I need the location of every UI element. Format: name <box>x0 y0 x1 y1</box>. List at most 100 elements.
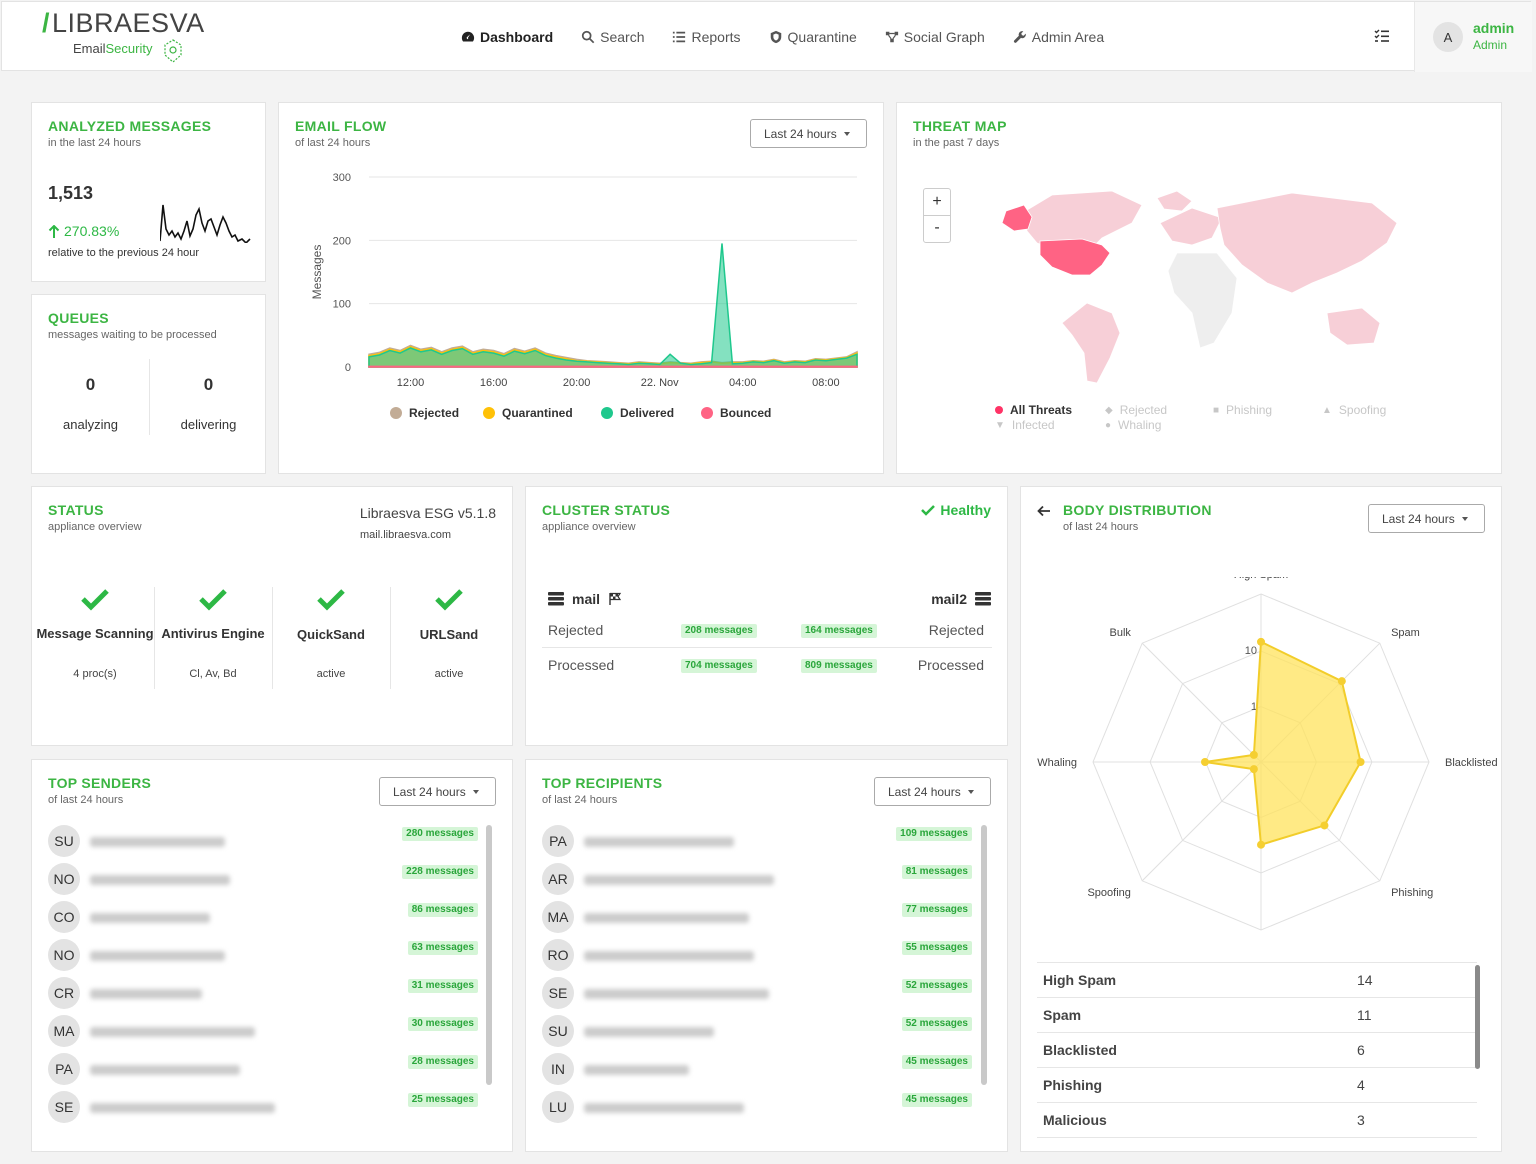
nav-admin-area[interactable]: Admin Area <box>1013 29 1104 45</box>
zoom-in-button[interactable]: + <box>924 189 950 216</box>
legend-label: Quarantined <box>502 406 573 420</box>
server-icon <box>975 592 991 606</box>
nav-reports[interactable]: Reports <box>672 29 741 45</box>
check-icon <box>199 589 227 611</box>
list-item[interactable]: NO 228 messages <box>48 863 478 895</box>
legend-whaling[interactable]: ● Whaling <box>1105 418 1162 432</box>
redacted-address <box>90 1027 255 1037</box>
list-item[interactable]: SU 52 messages <box>542 1015 972 1047</box>
status-item-quicksand: QuickSand active <box>272 587 390 680</box>
cluster-row-label: Rejected <box>548 622 604 638</box>
message-count-badge: 109 messages <box>896 827 972 841</box>
delivering-label: delivering <box>180 417 237 432</box>
diamond-icon: ◆ <box>1105 404 1113 416</box>
list-item[interactable]: MA 77 messages <box>542 901 972 933</box>
arrow-left-icon[interactable] <box>1037 505 1051 517</box>
y-tick-label: 200 <box>333 235 351 247</box>
scrollbar[interactable] <box>1475 965 1480 1069</box>
body-distribution-range-dropdown[interactable]: Last 24 hours <box>1368 504 1485 533</box>
zoom-out-button[interactable]: - <box>934 219 940 236</box>
search-icon <box>582 30 595 44</box>
message-count-badge: 45 messages <box>901 1055 972 1069</box>
triangle-icon: ▲ <box>1322 404 1332 416</box>
legend-all-threats[interactable]: All Threats <box>995 403 1072 417</box>
radar-spoke <box>1141 761 1262 882</box>
scrollbar[interactable] <box>981 825 987 1085</box>
list-item[interactable]: CR 31 messages <box>48 977 478 1009</box>
divider <box>272 587 273 689</box>
change-indicator: 270.83% <box>48 223 119 239</box>
status-item-label: QuickSand <box>297 627 365 642</box>
cluster-status-panel: CLUSTER STATUS appliance overview Health… <box>525 486 1008 746</box>
list-item[interactable]: LU 45 messages <box>542 1091 972 1123</box>
triangle-down-icon: ▼ <box>995 419 1005 431</box>
x-tick-label: 20:00 <box>563 377 591 389</box>
legend-phishing[interactable]: ■ Phishing <box>1213 403 1273 417</box>
table-row: Phishing 4 <box>1037 1068 1477 1103</box>
list-item[interactable]: SU 280 messages <box>48 825 478 857</box>
list-item[interactable]: SE 25 messages <box>48 1091 478 1123</box>
legend-marker <box>390 407 402 419</box>
list-item[interactable]: NO 63 messages <box>48 939 478 971</box>
list-item[interactable]: IN 45 messages <box>542 1053 972 1085</box>
avatar: PA <box>542 825 574 857</box>
list-item[interactable]: PA 28 messages <box>48 1053 478 1085</box>
user-menu[interactable]: A admin Admin <box>1414 2 1532 72</box>
body-distribution-panel: BODY DISTRIBUTION of last 24 hours Last … <box>1020 486 1502 1152</box>
list-item[interactable]: SE 52 messages <box>542 977 972 1009</box>
list-item[interactable]: PA 109 messages <box>542 825 972 857</box>
status-item-message-scanning: Message Scanning 4 proc(s) <box>36 587 154 680</box>
tasks-icon[interactable] <box>1374 29 1390 43</box>
status-item-urlsand: URLSand active <box>390 587 508 680</box>
divider <box>154 587 155 689</box>
panel-title: EMAIL FLOW <box>295 118 387 134</box>
analyzing-value: 0 <box>85 375 96 394</box>
divider <box>390 587 391 689</box>
avatar: SU <box>48 825 80 857</box>
redacted-address <box>90 951 225 961</box>
nav-social-graph[interactable]: Social Graph <box>885 29 985 45</box>
relative-caption: relative to the previous 24 hour <box>48 247 200 259</box>
y-tick-label: 100 <box>333 299 351 311</box>
legend-infected[interactable]: ▼ Infected <box>995 418 1055 432</box>
status-panel: STATUS appliance overview Libraesva ESG … <box>31 486 513 746</box>
version-label: Libraesva ESG v5.1.8 <box>359 505 496 521</box>
top-recipients-range-dropdown[interactable]: Last 24 hours <box>874 777 991 806</box>
top-senders-range-dropdown[interactable]: Last 24 hours <box>379 777 496 806</box>
avatar: SU <box>542 1015 574 1047</box>
legend-rejected[interactable]: ◆ Rejected <box>1105 403 1168 417</box>
redacted-address <box>584 837 734 847</box>
list-item[interactable]: AR 81 messages <box>542 863 972 895</box>
radar-spoke <box>1141 642 1262 763</box>
email-flow-range-dropdown[interactable]: Last 24 hours <box>750 119 867 148</box>
scrollbar[interactable] <box>486 825 492 1085</box>
circle-icon <box>995 406 1003 414</box>
series-delivered <box>368 243 858 368</box>
top-navbar: /LIBRAESVA EmailSecurity Dashboard Searc… <box>1 1 1532 72</box>
table-row: Malicious 3 <box>1037 1103 1477 1138</box>
status-item-label: URLSand <box>419 627 479 642</box>
series-bounced <box>368 365 858 368</box>
threat-map-panel: THREAT MAP in the past 7 days + - All Th… <box>896 102 1502 474</box>
analyzed-count: 1,513 <box>48 183 94 203</box>
panel-subtitle: in the last 24 hours <box>48 137 141 149</box>
graph-icon <box>885 31 898 43</box>
list-item[interactable]: CO 86 messages <box>48 901 478 933</box>
square-icon: ■ <box>1213 404 1220 416</box>
brand-logo[interactable]: /LIBRAESVA <box>42 8 205 38</box>
nav-quarantine[interactable]: Quarantine <box>769 29 857 45</box>
x-tick-label: 16:00 <box>480 377 508 389</box>
list-item[interactable]: RO 55 messages <box>542 939 972 971</box>
message-count-badge: 30 messages <box>407 1017 478 1031</box>
nav-search[interactable]: Search <box>581 29 644 45</box>
host-label: mail.libraesva.com <box>360 529 452 541</box>
message-count-badge: 77 messages <box>901 903 972 917</box>
world-map[interactable] <box>992 183 1412 393</box>
panel-title: TOP SENDERS <box>48 775 152 791</box>
list-item[interactable]: MA 30 messages <box>48 1015 478 1047</box>
circle-icon: ● <box>1105 419 1112 431</box>
email-flow-panel: EMAIL FLOW of last 24 hours Last 24 hour… <box>278 102 884 474</box>
nav-dashboard[interactable]: Dashboard <box>461 29 553 45</box>
message-count-badge: 28 messages <box>407 1055 478 1069</box>
legend-spoofing[interactable]: ▲ Spoofing <box>1322 403 1387 417</box>
